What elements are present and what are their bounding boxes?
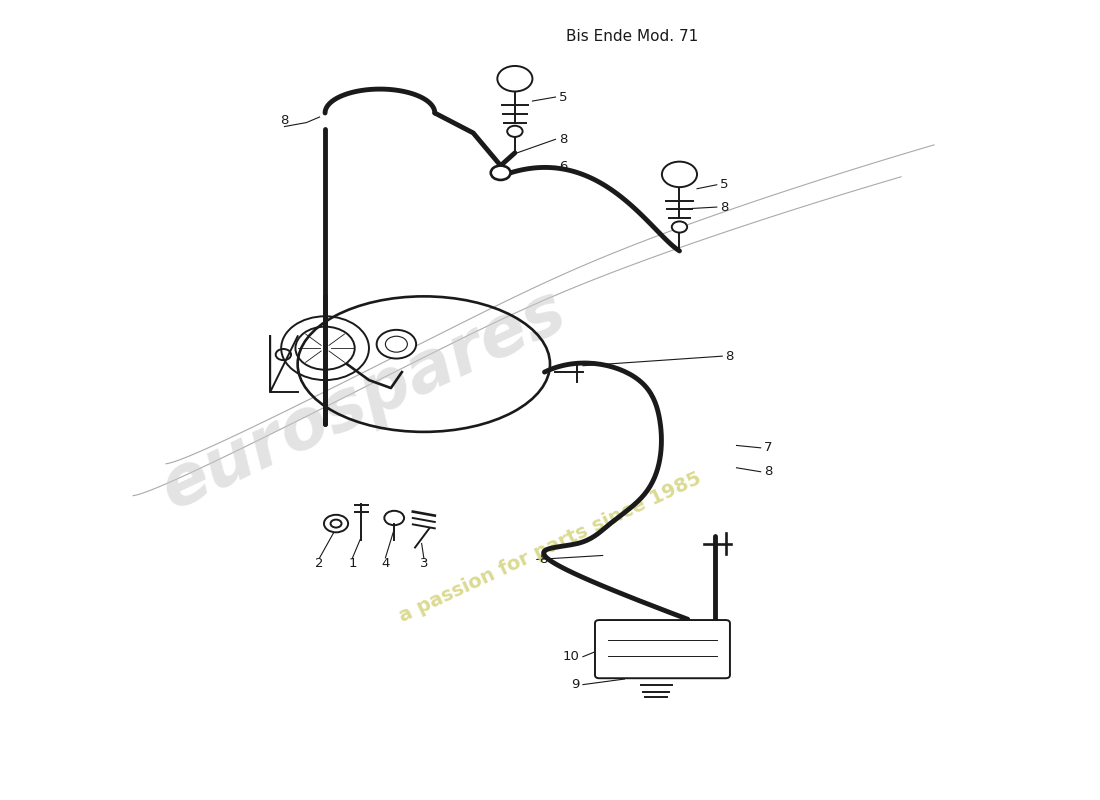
Text: 8: 8	[280, 114, 288, 127]
Text: 6: 6	[559, 160, 568, 173]
Circle shape	[497, 66, 532, 91]
Text: 8: 8	[559, 133, 568, 146]
Text: 7: 7	[764, 442, 772, 454]
Text: 5: 5	[720, 178, 728, 191]
Circle shape	[672, 222, 688, 233]
Text: 10: 10	[563, 650, 580, 663]
Text: 8: 8	[764, 466, 772, 478]
Text: eurospares: eurospares	[151, 277, 576, 523]
FancyBboxPatch shape	[595, 620, 730, 678]
Circle shape	[491, 166, 510, 180]
Text: a passion for parts since 1985: a passion for parts since 1985	[396, 469, 704, 626]
Circle shape	[376, 330, 416, 358]
Text: 4: 4	[382, 557, 389, 570]
Text: 9: 9	[571, 678, 580, 691]
Text: 8: 8	[539, 553, 548, 566]
Circle shape	[507, 126, 522, 137]
Circle shape	[662, 162, 697, 187]
Text: 1: 1	[349, 557, 356, 570]
Text: 3: 3	[419, 557, 428, 570]
Text: 8: 8	[720, 201, 728, 214]
Text: 5: 5	[559, 90, 568, 103]
Text: 2: 2	[316, 557, 323, 570]
Text: 8: 8	[726, 350, 734, 362]
Text: Bis Ende Mod. 71: Bis Ende Mod. 71	[566, 30, 698, 44]
